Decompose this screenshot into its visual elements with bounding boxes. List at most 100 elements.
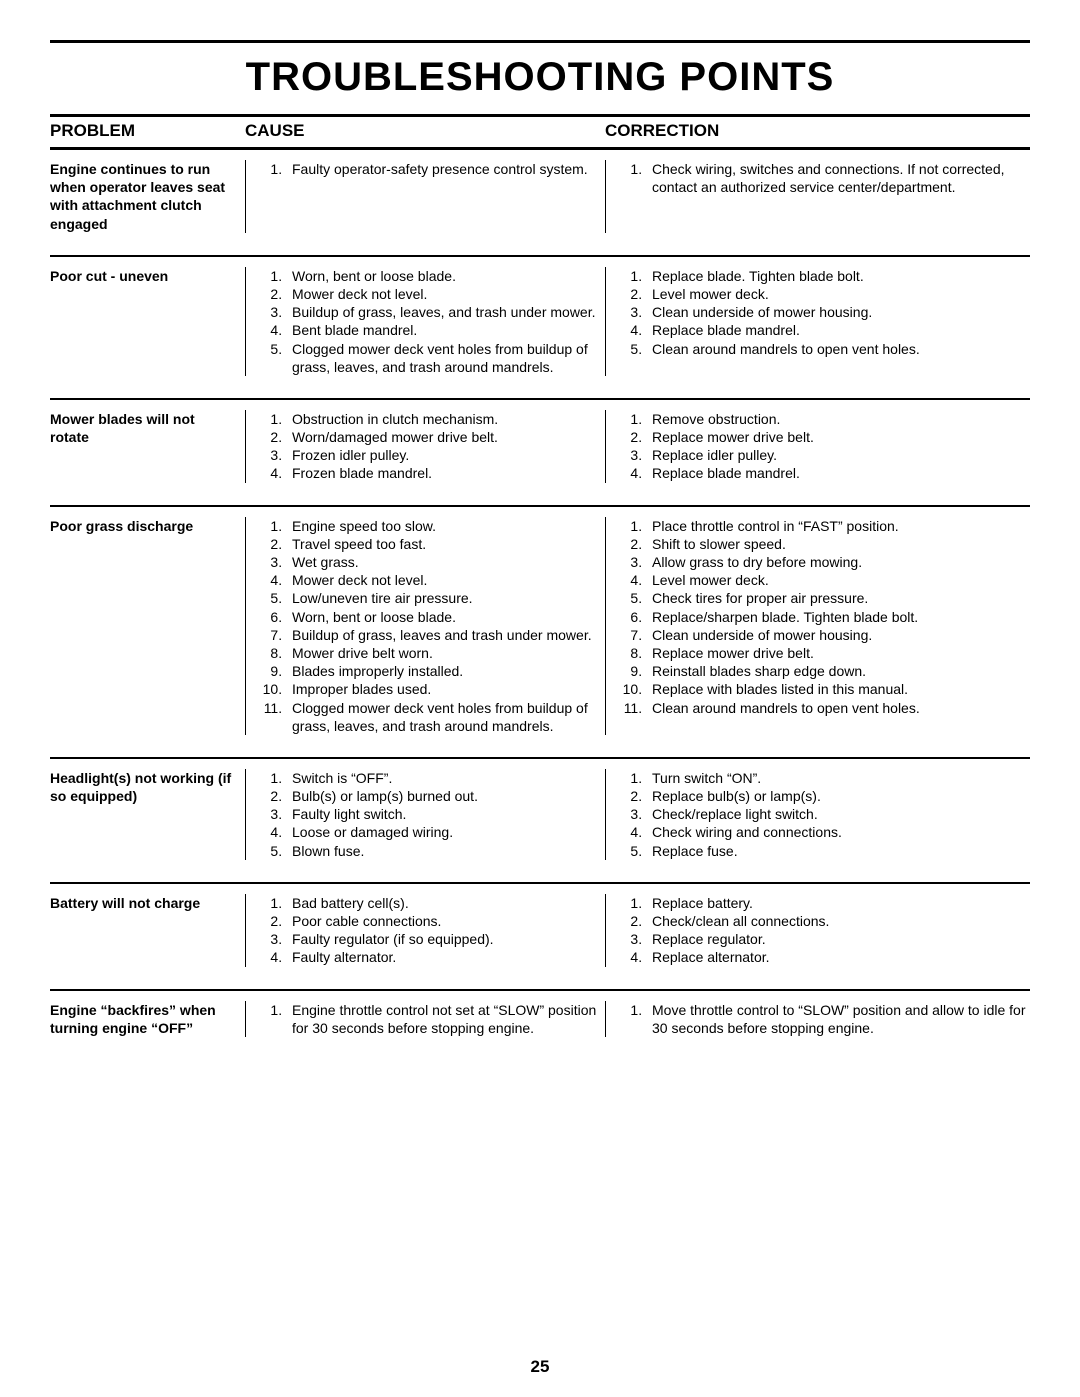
correction-item: Replace regulator. — [646, 930, 1030, 948]
correction-list: Replace blade. Tighten blade bolt.Level … — [618, 267, 1030, 358]
table-row: Engine continues to run when operator le… — [50, 150, 1030, 257]
problem-cell: Headlight(s) not working (if so equipped… — [50, 769, 245, 860]
correction-cell: Move throttle control to “SLOW” position… — [605, 1001, 1030, 1037]
correction-cell: Check wiring, switches and connections. … — [605, 160, 1030, 233]
correction-item: Reinstall blades sharp edge down. — [646, 662, 1030, 680]
cause-item: Obstruction in clutch mechanism. — [286, 410, 605, 428]
correction-item: Clean around mandrels to open vent holes… — [646, 340, 1030, 358]
cause-item: Bulb(s) or lamp(s) burned out. — [286, 787, 605, 805]
cause-list: Engine speed too slow.Travel speed too f… — [258, 517, 605, 735]
correction-list: Remove obstruction.Replace mower drive b… — [618, 410, 1030, 483]
table-header-row: PROBLEM CAUSE CORRECTION — [50, 117, 1030, 150]
cause-cell: Faulty operator-safety presence control … — [245, 160, 605, 233]
problem-cell: Battery will not charge — [50, 894, 245, 967]
cause-list: Bad battery cell(s).Poor cable connectio… — [258, 894, 605, 967]
correction-list: Replace battery.Check/clean all connecti… — [618, 894, 1030, 967]
correction-list: Turn switch “ON”.Replace bulb(s) or lamp… — [618, 769, 1030, 860]
cause-item: Engine throttle control not set at “SLOW… — [286, 1001, 605, 1037]
cause-cell: Bad battery cell(s).Poor cable connectio… — [245, 894, 605, 967]
correction-item: Clean around mandrels to open vent holes… — [646, 699, 1030, 717]
correction-list: Check wiring, switches and connections. … — [618, 160, 1030, 196]
problem-cell: Poor grass discharge — [50, 517, 245, 735]
correction-item: Check wiring and connections. — [646, 823, 1030, 841]
cause-item: Faulty operator-safety presence control … — [286, 160, 605, 178]
cause-cell: Engine throttle control not set at “SLOW… — [245, 1001, 605, 1037]
correction-item: Replace fuse. — [646, 842, 1030, 860]
correction-item: Move throttle control to “SLOW” position… — [646, 1001, 1030, 1037]
cause-cell: Worn, bent or loose blade.Mower deck not… — [245, 267, 605, 376]
cause-item: Frozen blade mandrel. — [286, 464, 605, 482]
cause-item: Switch is “OFF”. — [286, 769, 605, 787]
cause-list: Engine throttle control not set at “SLOW… — [258, 1001, 605, 1037]
cause-item: Blades improperly installed. — [286, 662, 605, 680]
table-row: Engine “backfires” when turning engine “… — [50, 991, 1030, 1077]
correction-item: Turn switch “ON”. — [646, 769, 1030, 787]
manual-page: TROUBLESHOOTING POINTS PROBLEM CAUSE COR… — [0, 0, 1080, 1397]
cause-cell: Engine speed too slow.Travel speed too f… — [245, 517, 605, 735]
cause-item: Frozen idler pulley. — [286, 446, 605, 464]
cause-list: Faulty operator-safety presence control … — [258, 160, 605, 178]
header-problem: PROBLEM — [50, 121, 245, 141]
correction-item: Replace battery. — [646, 894, 1030, 912]
correction-item: Level mower deck. — [646, 285, 1030, 303]
correction-item: Replace idler pulley. — [646, 446, 1030, 464]
correction-item: Replace mower drive belt. — [646, 428, 1030, 446]
page-number: 25 — [0, 1357, 1080, 1377]
cause-item: Poor cable connections. — [286, 912, 605, 930]
cause-item: Worn/damaged mower drive belt. — [286, 428, 605, 446]
problem-cell: Mower blades will not rotate — [50, 410, 245, 483]
cause-item: Bent blade mandrel. — [286, 321, 605, 339]
correction-item: Clean underside of mower housing. — [646, 303, 1030, 321]
cause-item: Clogged mower deck vent holes from build… — [286, 340, 605, 376]
correction-list: Place throttle control in “FAST” positio… — [618, 517, 1030, 717]
cause-item: Buildup of grass, leaves, and trash unde… — [286, 303, 605, 321]
correction-item: Clean underside of mower housing. — [646, 626, 1030, 644]
cause-item: Mower deck not level. — [286, 571, 605, 589]
problem-cell: Engine continues to run when operator le… — [50, 160, 245, 233]
table-row: Headlight(s) not working (if so equipped… — [50, 759, 1030, 884]
cause-item: Mower drive belt worn. — [286, 644, 605, 662]
correction-item: Replace bulb(s) or lamp(s). — [646, 787, 1030, 805]
table-row: Mower blades will not rotateObstruction … — [50, 400, 1030, 507]
page-title: TROUBLESHOOTING POINTS — [50, 40, 1030, 117]
correction-item: Check tires for proper air pressure. — [646, 589, 1030, 607]
correction-cell: Place throttle control in “FAST” positio… — [605, 517, 1030, 735]
correction-item: Place throttle control in “FAST” positio… — [646, 517, 1030, 535]
cause-item: Bad battery cell(s). — [286, 894, 605, 912]
correction-cell: Replace blade. Tighten blade bolt.Level … — [605, 267, 1030, 376]
header-correction: CORRECTION — [605, 121, 1030, 141]
correction-cell: Replace battery.Check/clean all connecti… — [605, 894, 1030, 967]
header-cause: CAUSE — [245, 121, 605, 141]
cause-item: Worn, bent or loose blade. — [286, 267, 605, 285]
cause-item: Mower deck not level. — [286, 285, 605, 303]
correction-item: Replace blade mandrel. — [646, 321, 1030, 339]
table-row: Poor cut - unevenWorn, bent or loose bla… — [50, 257, 1030, 400]
correction-item: Replace blade. Tighten blade bolt. — [646, 267, 1030, 285]
problem-cell: Poor cut - uneven — [50, 267, 245, 376]
table-body: Engine continues to run when operator le… — [50, 150, 1030, 1077]
cause-list: Obstruction in clutch mechanism.Worn/dam… — [258, 410, 605, 483]
correction-item: Check wiring, switches and connections. … — [646, 160, 1030, 196]
cause-item: Worn, bent or loose blade. — [286, 608, 605, 626]
table-row: Poor grass dischargeEngine speed too slo… — [50, 507, 1030, 759]
cause-item: Wet grass. — [286, 553, 605, 571]
cause-item: Travel speed too fast. — [286, 535, 605, 553]
cause-item: Faulty regulator (if so equipped). — [286, 930, 605, 948]
cause-item: Faulty alternator. — [286, 948, 605, 966]
correction-item: Allow grass to dry before mowing. — [646, 553, 1030, 571]
correction-item: Replace with blades listed in this manua… — [646, 680, 1030, 698]
correction-item: Check/replace light switch. — [646, 805, 1030, 823]
cause-item: Blown fuse. — [286, 842, 605, 860]
cause-item: Faulty light switch. — [286, 805, 605, 823]
correction-item: Replace alternator. — [646, 948, 1030, 966]
correction-item: Replace mower drive belt. — [646, 644, 1030, 662]
problem-cell: Engine “backfires” when turning engine “… — [50, 1001, 245, 1037]
correction-cell: Turn switch “ON”.Replace bulb(s) or lamp… — [605, 769, 1030, 860]
cause-item: Clogged mower deck vent holes from build… — [286, 699, 605, 735]
cause-item: Low/uneven tire air pressure. — [286, 589, 605, 607]
cause-cell: Switch is “OFF”.Bulb(s) or lamp(s) burne… — [245, 769, 605, 860]
cause-item: Engine speed too slow. — [286, 517, 605, 535]
cause-item: Loose or damaged wiring. — [286, 823, 605, 841]
correction-item: Remove obstruction. — [646, 410, 1030, 428]
correction-item: Level mower deck. — [646, 571, 1030, 589]
